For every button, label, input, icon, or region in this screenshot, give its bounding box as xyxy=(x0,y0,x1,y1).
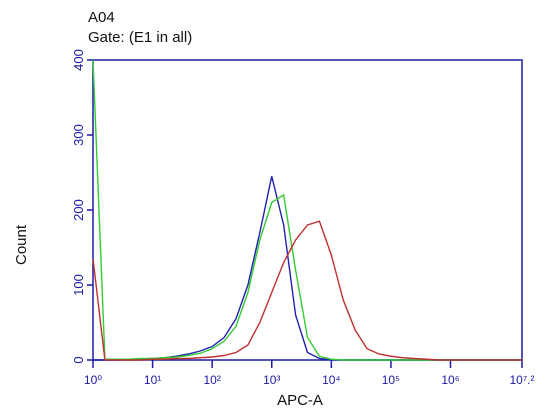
x-tick-label: 10⁶ xyxy=(441,373,459,387)
x-tick-label: 10³ xyxy=(263,373,280,387)
x-tick-label: 10⁷.² xyxy=(509,373,534,387)
chart-subtitle: Gate: (E1 in all) xyxy=(88,29,192,46)
y-tick-label: 200 xyxy=(71,199,86,221)
chart-title: A04 xyxy=(88,9,115,26)
x-tick-label: 10⁴ xyxy=(322,373,341,387)
y-axis-label: Count xyxy=(13,224,30,265)
x-tick-label: 10⁵ xyxy=(382,373,400,387)
x-axis-label: APC-A xyxy=(277,392,323,409)
y-tick-label: 0 xyxy=(71,356,86,363)
y-tick-label: 400 xyxy=(71,49,86,71)
y-tick-label: 100 xyxy=(71,274,86,296)
histogram-line xyxy=(92,220,523,361)
histogram-line xyxy=(92,59,523,361)
x-tick-label: 10⁰ xyxy=(84,373,102,387)
plot-frame xyxy=(92,59,523,361)
y-tick-label: 300 xyxy=(71,124,86,146)
x-tick-label: 10² xyxy=(203,373,220,387)
x-tick-label: 10¹ xyxy=(144,373,161,387)
histogram-line xyxy=(93,176,523,361)
